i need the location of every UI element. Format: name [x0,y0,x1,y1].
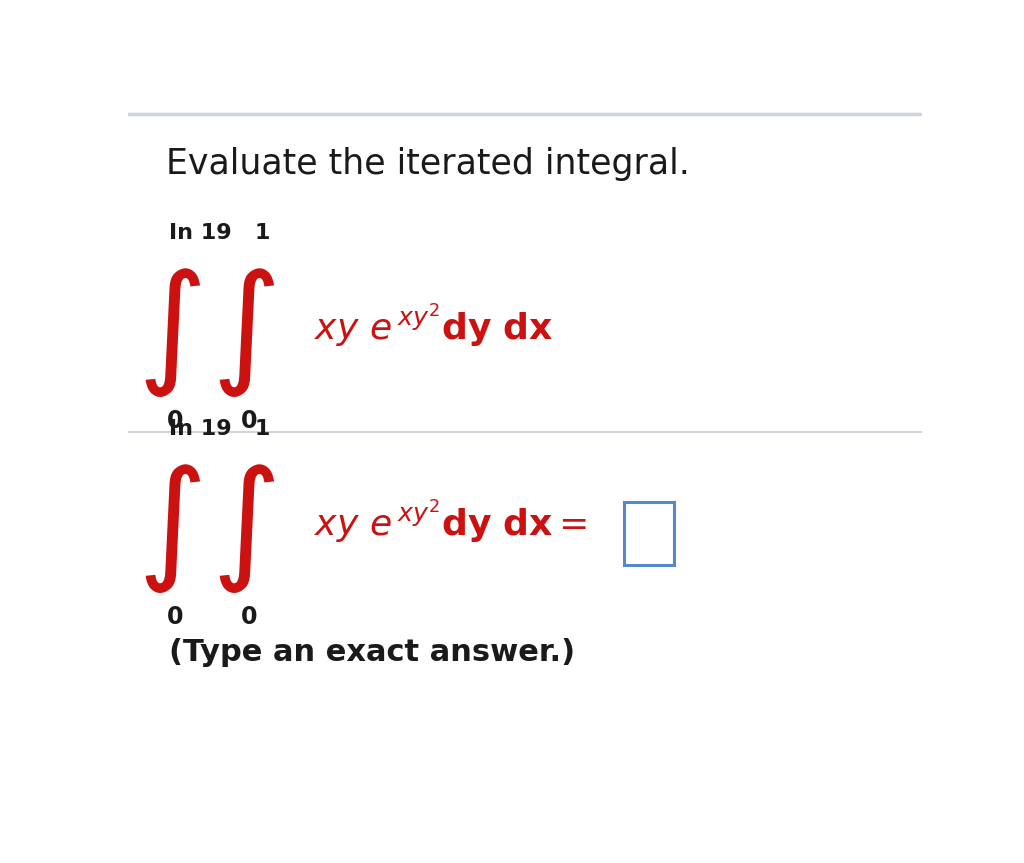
Text: $\int$: $\int$ [137,463,202,595]
Text: In 19   1: In 19 1 [169,419,270,439]
Text: 0: 0 [242,409,258,433]
Text: $\int$: $\int$ [211,463,275,595]
Bar [624,502,674,565]
Text: 0: 0 [167,605,184,629]
Text: $\int$: $\int$ [137,267,202,400]
Text: 0: 0 [167,409,184,433]
Text: In 19   1: In 19 1 [169,224,270,243]
Text: 0: 0 [242,605,258,629]
Text: (Type an exact answer.): (Type an exact answer.) [169,639,575,667]
Text: $\int$: $\int$ [211,267,275,400]
Text: Evaluate the iterated integral.: Evaluate the iterated integral. [166,147,690,180]
Text: $xy\ e^{\,xy^2}\!\!\ \mathbf{dy\ dx}$: $xy\ e^{\,xy^2}\!\!\ \mathbf{dy\ dx}$ [314,302,554,350]
Text: $xy\ e^{\,xy^2}\!\!\ \mathbf{dy\ dx} =$: $xy\ e^{\,xy^2}\!\!\ \mathbf{dy\ dx} =$ [314,498,588,546]
